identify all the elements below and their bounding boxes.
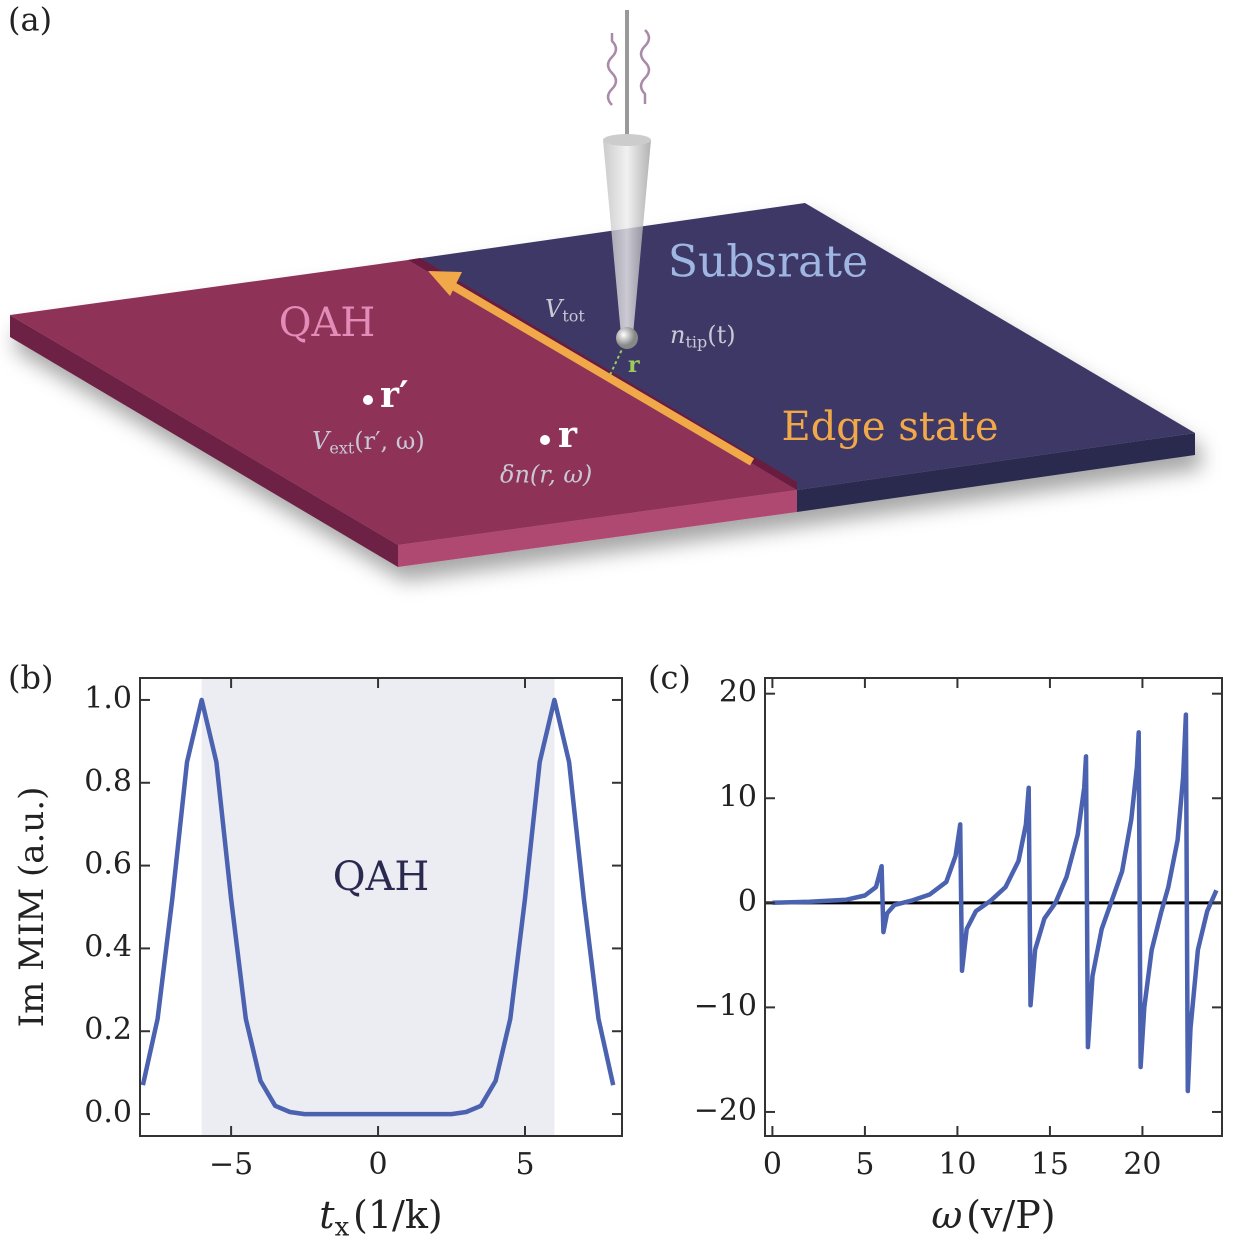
panel-label: (b): [8, 659, 53, 697]
x-tick-label: 15: [1031, 1147, 1069, 1182]
x-axis-label: tx(1/k): [319, 1193, 442, 1243]
tip-cone: [603, 140, 651, 335]
x-axis-label-part: (v/P): [966, 1193, 1056, 1237]
y-tick-label: 0.8: [84, 764, 132, 799]
y-tick-label: 0.2: [84, 1012, 132, 1047]
delta-n-label: δn(r, ω): [500, 461, 592, 489]
tip-r-label: r: [628, 352, 640, 378]
slab: [10, 203, 1195, 567]
qah-label: QAH: [279, 300, 376, 346]
v-tot-label-part: V: [545, 295, 565, 323]
x-tick-label: 20: [1123, 1147, 1161, 1182]
n-tip-label-part: tip: [685, 332, 707, 351]
n-tip-label: ntip(t): [670, 321, 736, 352]
wave-out: [639, 29, 651, 104]
x-tick-label: 0: [763, 1147, 782, 1182]
shaded-region: [201, 678, 555, 1136]
x-axis-label-part: x: [335, 1213, 350, 1243]
x-axis-label-part: t: [319, 1193, 335, 1237]
plot-frame: [139, 677, 623, 1137]
substrate-top: [408, 203, 1195, 490]
n-tip-label-part: (t): [707, 321, 735, 349]
edge-arrow: [445, 279, 755, 466]
x-tick-label: −5: [209, 1147, 253, 1182]
y-tick-label: 1.0: [84, 681, 132, 716]
edge-state-label: Edge state: [782, 404, 999, 450]
plot-frame: [764, 677, 1223, 1137]
panel-label: (c): [648, 659, 691, 697]
annotation: QAH: [333, 854, 430, 900]
data-line: [772, 712, 1219, 1094]
x-tick-label: 10: [938, 1147, 976, 1182]
tip-top: [603, 134, 651, 146]
y-tick-label: 0.4: [84, 929, 132, 964]
substrate-label: Subsrate: [668, 237, 868, 288]
y-tick-label: 0: [738, 884, 757, 919]
x-tick-label: 0: [369, 1147, 388, 1182]
tip-ball: [616, 327, 638, 349]
v-tot-label: Vtot: [545, 295, 585, 326]
wave-in: [606, 33, 618, 106]
n-tip-label-part: n: [670, 321, 685, 349]
x-tick-label: 5: [855, 1147, 874, 1182]
qah-top: [10, 260, 797, 545]
v-ext-label-part: ext: [329, 438, 354, 457]
v-ext-label-part: V: [312, 427, 332, 455]
x-axis-label-part: ω: [931, 1193, 962, 1237]
y-tick-label: −10: [694, 988, 757, 1023]
r-prime-label: r′: [380, 374, 408, 416]
v-ext-label: Vext(r′, ω): [312, 427, 425, 458]
y-tick-label: 0.6: [84, 847, 132, 882]
y-axis-label: Im MIM (a.u.): [12, 787, 52, 1028]
panel-label: (a): [8, 1, 52, 39]
x-tick-label: 5: [515, 1147, 534, 1182]
qah-front: [398, 490, 797, 567]
y-tick-label: 0.0: [84, 1095, 132, 1130]
x-axis-label-part: (1/k): [353, 1193, 443, 1237]
y-tick-label: 10: [719, 779, 757, 814]
qah-side: [10, 315, 398, 567]
dot-r-prime: [363, 395, 373, 405]
data-line: [140, 697, 616, 1117]
v-ext-label-part: (r′, ω): [354, 427, 424, 455]
dot-r: [540, 435, 550, 445]
y-tick-label: −20: [694, 1093, 757, 1128]
y-tick-label: 20: [719, 675, 757, 710]
v-tot-label-part: tot: [562, 306, 585, 325]
r-label: r: [558, 414, 578, 456]
x-axis-label: ω (v/P): [931, 1193, 1055, 1237]
edge-arrowhead: [428, 271, 462, 296]
sub-front: [797, 433, 1195, 512]
